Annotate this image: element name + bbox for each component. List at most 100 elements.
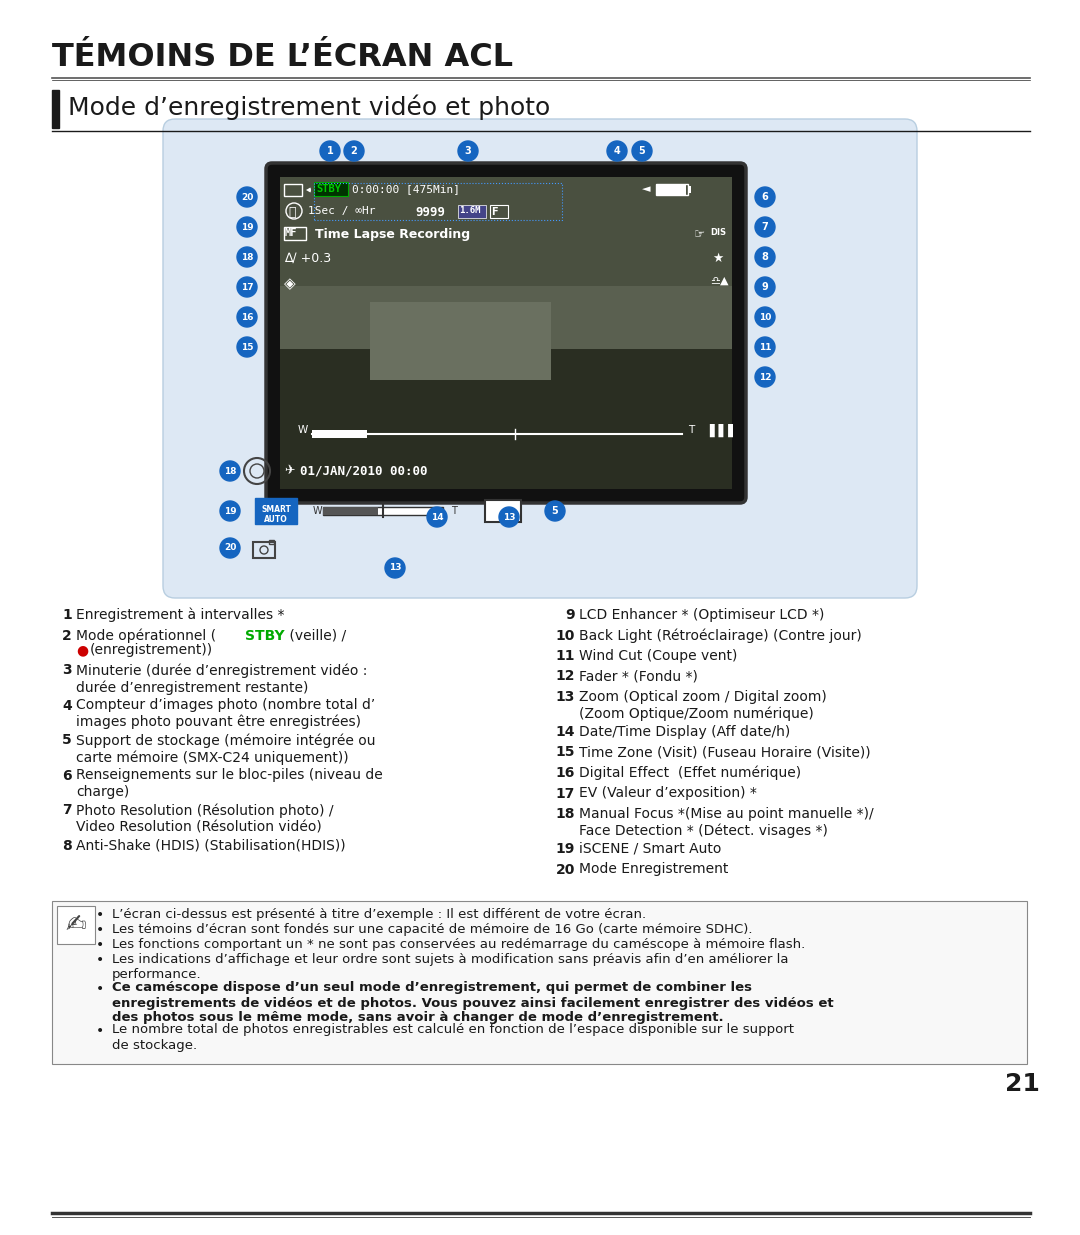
Circle shape (237, 277, 257, 296)
Wedge shape (306, 188, 311, 193)
Text: 6: 6 (761, 191, 768, 203)
Text: 16: 16 (555, 766, 575, 781)
Text: 2: 2 (351, 146, 357, 156)
Bar (253, 542, 275, 558)
Bar (370, 301, 551, 380)
Text: 20: 20 (555, 862, 575, 877)
Circle shape (499, 508, 519, 527)
Text: Renseignements sur le bloc-piles (niveau de
charge): Renseignements sur le bloc-piles (niveau… (76, 768, 382, 799)
Text: ☞: ☞ (694, 228, 705, 241)
Text: 1: 1 (63, 608, 72, 622)
Text: 17: 17 (241, 283, 254, 291)
Text: Date/Time Display (Aff date/h): Date/Time Display (Aff date/h) (579, 725, 791, 739)
Circle shape (632, 141, 652, 161)
Text: 3: 3 (464, 146, 471, 156)
Bar (52, 90, 59, 128)
Text: 10: 10 (555, 629, 575, 642)
Text: (veille) /: (veille) / (285, 629, 346, 642)
Bar (323, 508, 443, 515)
Text: DIS: DIS (710, 228, 726, 237)
Bar (323, 508, 378, 515)
Bar (688, 186, 691, 193)
Text: Anti-Shake (HDIS) (Stabilisation(HDIS)): Anti-Shake (HDIS) (Stabilisation(HDIS)) (76, 839, 346, 852)
Text: ◄: ◄ (642, 184, 650, 194)
Text: 8: 8 (63, 839, 72, 852)
Bar (314, 183, 562, 220)
Bar (656, 184, 688, 195)
Text: LCD Enhancer * (Optimiseur LCD *): LCD Enhancer * (Optimiseur LCD *) (579, 608, 824, 622)
Text: STBY: STBY (316, 184, 341, 194)
Text: ●: ● (76, 643, 89, 657)
Text: 5: 5 (552, 506, 558, 516)
Text: 3: 3 (63, 663, 72, 678)
Text: Les indications d’affichage et leur ordre sont sujets à modification sans préavi: Les indications d’affichage et leur ordr… (112, 953, 788, 981)
Text: 9999: 9999 (415, 206, 445, 219)
Text: •: • (96, 908, 105, 923)
Text: 0:00:00 [475Min]: 0:00:00 [475Min] (352, 184, 460, 194)
Text: T: T (451, 506, 457, 516)
Circle shape (237, 217, 257, 237)
Text: 15: 15 (241, 342, 253, 352)
Text: SMART: SMART (261, 505, 291, 514)
Circle shape (237, 337, 257, 357)
Bar (280, 348, 732, 489)
Text: T: T (688, 425, 694, 435)
Circle shape (384, 558, 405, 578)
Text: Ce caméscope dispose d’un seul mode d’enregistrement, qui permet de combiner les: Ce caméscope dispose d’un seul mode d’en… (112, 982, 834, 1025)
Text: 1: 1 (326, 146, 334, 156)
Text: 5: 5 (638, 146, 646, 156)
Text: •: • (96, 923, 105, 937)
Text: 2: 2 (63, 629, 72, 642)
Text: 1.6M: 1.6M (459, 206, 481, 215)
Text: Ⓘ: Ⓘ (487, 505, 492, 515)
Circle shape (427, 508, 447, 527)
Circle shape (755, 308, 775, 327)
Circle shape (237, 247, 257, 267)
Text: •: • (96, 939, 105, 952)
Circle shape (755, 277, 775, 296)
Text: ★: ★ (712, 252, 724, 266)
Bar (656, 184, 686, 195)
Text: Digital Effect  (Effet numérique): Digital Effect (Effet numérique) (579, 766, 801, 781)
Circle shape (220, 461, 240, 480)
Bar (284, 184, 302, 196)
Text: EV (Valeur d’exposition) *: EV (Valeur d’exposition) * (579, 787, 757, 800)
Text: 18: 18 (224, 467, 237, 475)
Circle shape (755, 186, 775, 207)
Bar (314, 182, 348, 196)
Bar (52, 902, 1027, 1065)
Text: Compteur d’images photo (nombre total d’
images photo pouvant être enregistrées): Compteur d’images photo (nombre total d’… (76, 699, 375, 730)
Text: 8: 8 (761, 252, 769, 262)
FancyBboxPatch shape (266, 163, 746, 503)
Text: 11: 11 (759, 342, 771, 352)
Text: Wind Cut (Coupe vent): Wind Cut (Coupe vent) (579, 650, 738, 663)
Text: Mode opérationnel (: Mode opérationnel ( (76, 629, 216, 643)
Text: Enregistrement à intervalles *: Enregistrement à intervalles * (76, 608, 284, 622)
Text: ◈: ◈ (284, 275, 296, 291)
Bar (284, 227, 306, 240)
Text: 19: 19 (224, 506, 237, 515)
Circle shape (755, 247, 775, 267)
Text: 20: 20 (241, 193, 253, 201)
Bar (280, 287, 732, 348)
Text: 15: 15 (555, 746, 575, 760)
Bar (269, 540, 274, 543)
Text: TÉMOINS DE L’ÉCRAN ACL: TÉMOINS DE L’ÉCRAN ACL (52, 42, 513, 73)
Text: Zoom (Optical zoom / Digital zoom)
(Zoom Optique/Zoom numérique): Zoom (Optical zoom / Digital zoom) (Zoom… (579, 690, 827, 721)
Circle shape (607, 141, 627, 161)
Circle shape (220, 501, 240, 521)
Text: ⌚: ⌚ (288, 206, 296, 219)
Text: 7: 7 (63, 804, 72, 818)
Text: 18: 18 (555, 806, 575, 821)
Text: Manual Focus *(Mise au point manuelle *)/
Face Detection * (Détect. visages *): Manual Focus *(Mise au point manuelle *)… (579, 806, 874, 837)
Text: 9: 9 (761, 282, 768, 291)
Circle shape (755, 217, 775, 237)
Text: 13: 13 (555, 690, 575, 704)
Text: Les témoins d’écran sont fondés sur une capacité de mémoire de 16 Go (carte mémo: Les témoins d’écran sont fondés sur une … (112, 923, 753, 936)
Text: STBY: STBY (245, 629, 285, 642)
Circle shape (237, 308, 257, 327)
Text: iSCENE / Smart Auto: iSCENE / Smart Auto (579, 842, 721, 856)
Text: 14: 14 (555, 725, 575, 739)
Text: 12: 12 (759, 373, 771, 382)
Circle shape (755, 337, 775, 357)
